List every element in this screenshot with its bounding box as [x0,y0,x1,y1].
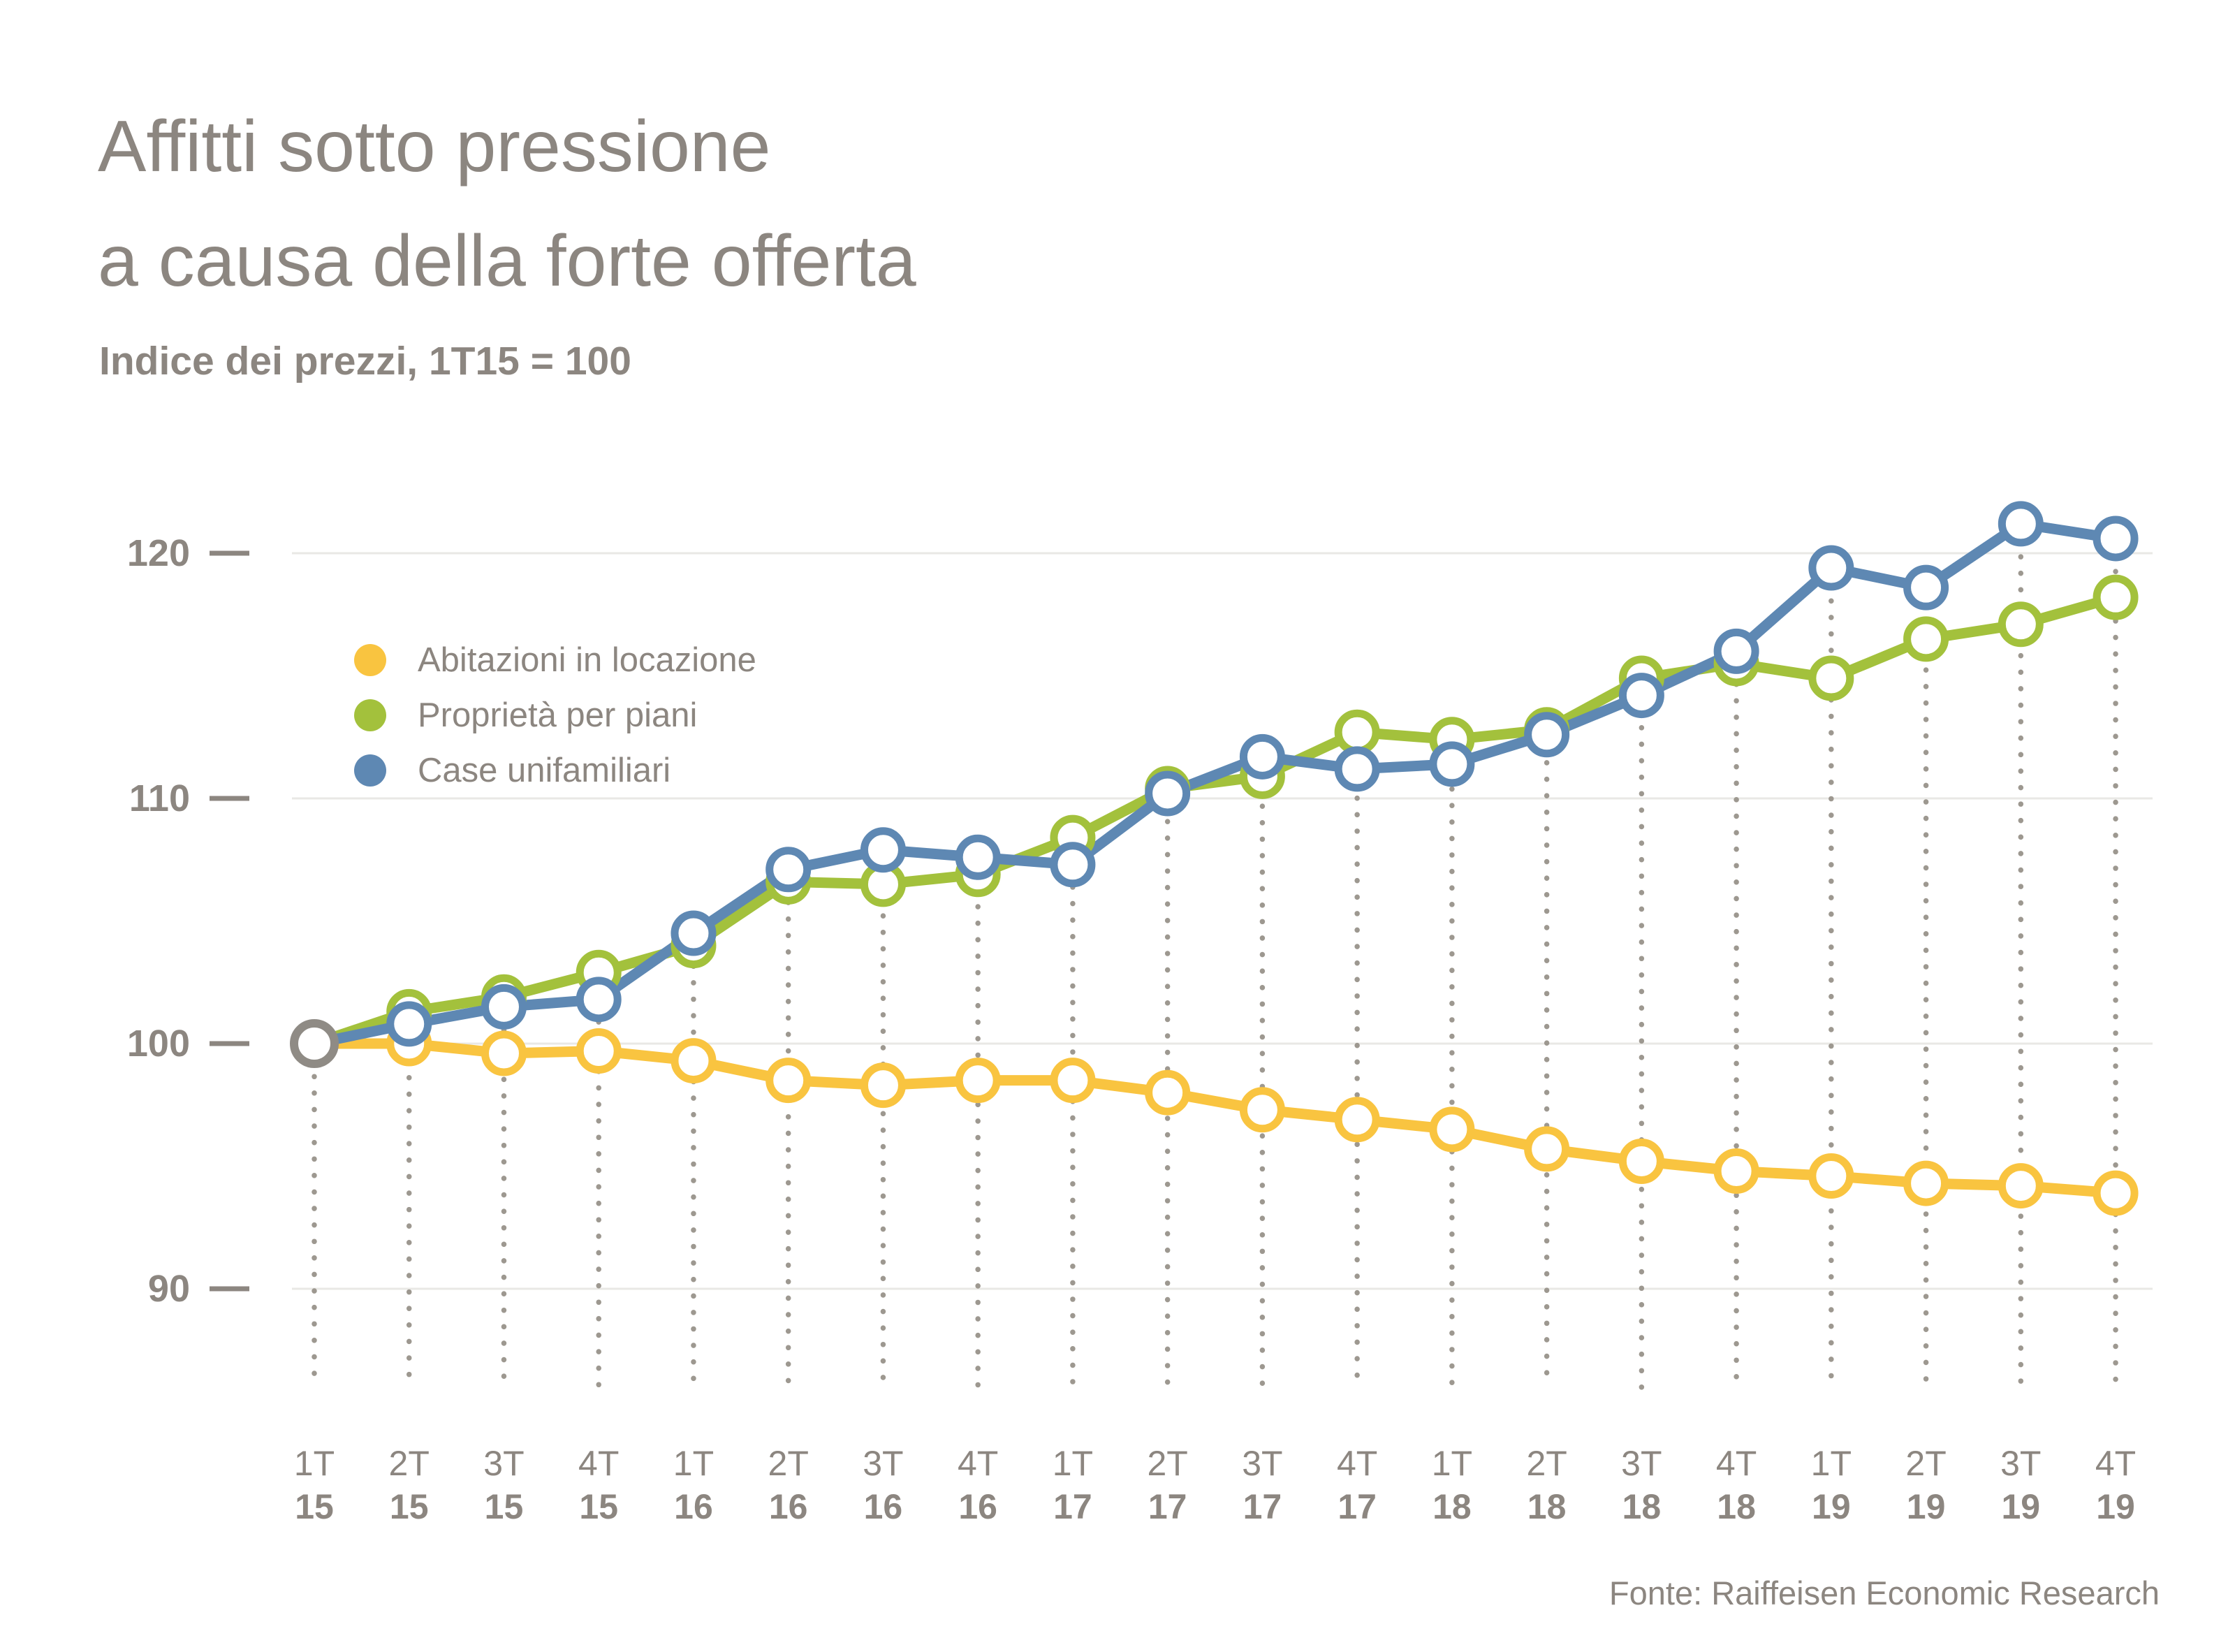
svg-text:3T: 3T [483,1444,524,1483]
svg-text:17: 17 [1338,1487,1377,1526]
svg-text:110: 110 [129,777,190,819]
svg-text:1T: 1T [1053,1444,1093,1483]
svg-text:1T: 1T [673,1444,714,1483]
svg-text:1T: 1T [294,1444,335,1483]
svg-text:15: 15 [295,1487,334,1526]
svg-text:19: 19 [1907,1487,1946,1526]
svg-text:19: 19 [1812,1487,1851,1526]
svg-text:16: 16 [958,1487,997,1526]
legend-item-case: Case unifamiliari [354,743,756,798]
y-axis-labels: 120 110 100 90 [127,532,249,1310]
svg-text:2T: 2T [1905,1444,1946,1483]
chart-title: Affitti sotto pressione a causa della fo… [98,89,916,319]
svg-text:4T: 4T [2095,1444,2136,1483]
svg-text:4T: 4T [1716,1444,1757,1483]
svg-text:17: 17 [1243,1487,1282,1526]
svg-text:120: 120 [127,532,190,574]
svg-text:19: 19 [2096,1487,2135,1526]
series-markers-2 [386,501,2139,1047]
svg-text:1T: 1T [1432,1444,1472,1483]
legend-label: Abitazioni in locazione [418,641,756,679]
svg-text:16: 16 [864,1487,903,1526]
legend-dot-blue-icon [354,754,386,787]
chart-subtitle: Indice dei prezzi, 1T15 = 100 [99,339,631,383]
svg-text:2T: 2T [389,1444,430,1483]
svg-text:1T: 1T [1811,1444,1852,1483]
series-markers-0 [386,1021,2139,1216]
svg-text:15: 15 [390,1487,429,1526]
legend-label: Case unifamiliari [418,751,671,789]
svg-text:3T: 3T [863,1444,903,1483]
svg-text:18: 18 [1622,1487,1662,1526]
svg-text:2T: 2T [1526,1444,1567,1483]
start-marker [290,1019,339,1068]
chart-legend: Abitazioni in locazione Proprietà per pi… [354,632,756,798]
svg-text:4T: 4T [1337,1444,1377,1483]
svg-text:100: 100 [127,1023,190,1065]
source-note: Fonte: Raiffeisen Economic Research [1609,1574,2160,1611]
legend-item-abitazioni: Abitazioni in locazione [354,632,756,687]
svg-text:16: 16 [674,1487,713,1526]
svg-text:3T: 3T [2000,1444,2041,1483]
svg-text:90: 90 [148,1268,190,1310]
chart-title-line1: Affitti sotto pressione [98,106,771,187]
svg-text:18: 18 [1432,1487,1472,1526]
svg-text:19: 19 [2002,1487,2041,1526]
chart-title-line2: a causa della forte offerta [98,221,916,302]
legend-label: Proprietà per piani [418,696,698,734]
svg-text:4T: 4T [958,1444,998,1483]
svg-text:3T: 3T [1242,1444,1282,1483]
legend-item-proprieta: Proprietà per piani [354,687,756,743]
svg-text:2T: 2T [768,1444,809,1483]
x-axis-labels: 1T 15 2T 15 3T 15 4T 15 1T 16 2T 16 3T 16 4T 16 1T 17 2T 17… [294,1444,2136,1526]
legend-dot-yellow-icon [354,643,386,676]
svg-text:18: 18 [1717,1487,1756,1526]
svg-text:4T: 4T [578,1444,619,1483]
svg-text:15: 15 [579,1487,618,1526]
svg-text:18: 18 [1527,1487,1567,1526]
svg-text:2T: 2T [1147,1444,1187,1483]
legend-dot-green-icon [354,699,386,731]
svg-text:17: 17 [1053,1487,1092,1526]
svg-text:15: 15 [485,1487,524,1526]
svg-text:16: 16 [769,1487,808,1526]
svg-text:17: 17 [1148,1487,1187,1526]
svg-text:3T: 3T [1621,1444,1662,1483]
